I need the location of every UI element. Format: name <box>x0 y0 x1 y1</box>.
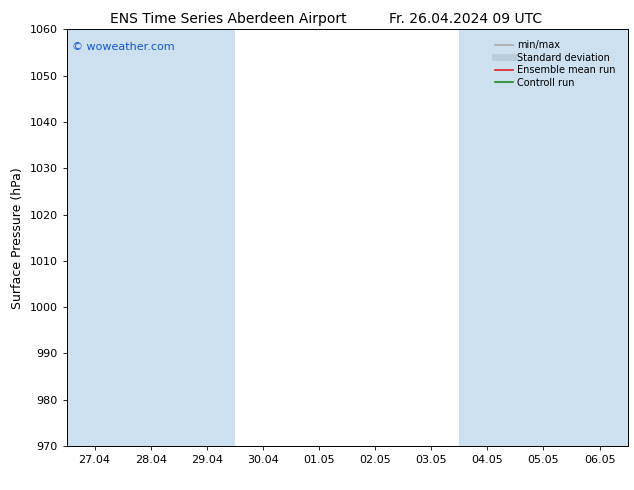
Bar <box>571 29 628 446</box>
Legend: min/max, Standard deviation, Ensemble mean run, Controll run: min/max, Standard deviation, Ensemble me… <box>493 38 617 90</box>
Bar <box>122 29 179 446</box>
Bar <box>459 29 515 446</box>
Bar <box>515 29 571 446</box>
Bar <box>179 29 235 446</box>
Text: © woweather.com: © woweather.com <box>72 42 175 52</box>
Text: Fr. 26.04.2024 09 UTC: Fr. 26.04.2024 09 UTC <box>389 12 543 26</box>
Y-axis label: Surface Pressure (hPa): Surface Pressure (hPa) <box>11 167 24 309</box>
Bar <box>67 29 122 446</box>
Text: ENS Time Series Aberdeen Airport: ENS Time Series Aberdeen Airport <box>110 12 347 26</box>
